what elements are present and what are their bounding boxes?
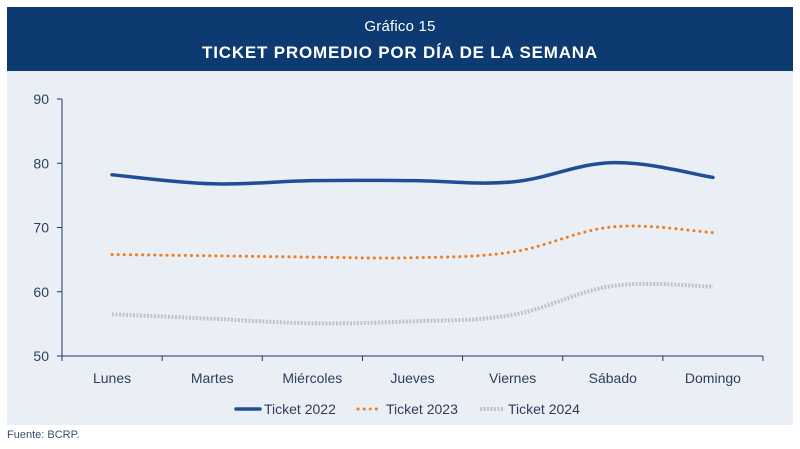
- chart-panel: [7, 71, 793, 425]
- y-tick-label: 70: [33, 220, 49, 236]
- chart-title: TICKET PROMEDIO POR DÍA DE LA SEMANA: [202, 43, 598, 62]
- series-line-1: [110, 160, 715, 186]
- series-line-2: [110, 224, 715, 260]
- x-tick-label: Lunes: [93, 370, 131, 386]
- x-tick-label: Domingo: [685, 370, 741, 386]
- x-tick-label: Martes: [191, 370, 234, 386]
- chart-number: Gráfico 15: [364, 18, 436, 35]
- x-tick-label: Sábado: [589, 370, 637, 386]
- y-tick-label: 50: [33, 348, 49, 364]
- x-tick-label: Miércoles: [282, 370, 342, 386]
- y-tick-label: 90: [33, 91, 49, 107]
- legend-label-2: Ticket 2023: [386, 401, 458, 417]
- y-tick-label: 80: [33, 155, 49, 171]
- legend-label-3: Ticket 2024: [508, 401, 580, 417]
- legend-label-1: Ticket 2022: [264, 401, 336, 417]
- x-tick-label: Jueves: [390, 370, 434, 386]
- x-tick-label: Viernes: [489, 370, 536, 386]
- y-tick-label: 60: [33, 284, 49, 300]
- source-note: Fuente: BCRP.: [7, 429, 80, 441]
- series-line-3: [111, 281, 713, 326]
- chart-header: Gráfico 15 TICKET PROMEDIO POR DÍA DE LA…: [7, 7, 793, 71]
